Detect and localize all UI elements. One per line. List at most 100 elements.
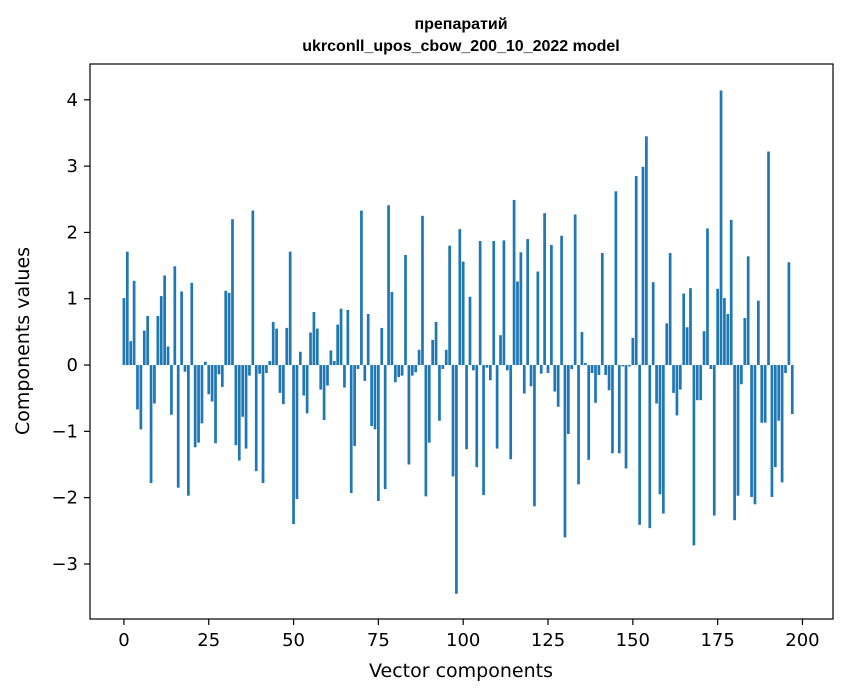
bar bbox=[784, 365, 787, 373]
bar bbox=[298, 351, 302, 366]
bar bbox=[295, 365, 299, 499]
bar bbox=[563, 365, 567, 538]
x-tick-label: 200 bbox=[785, 630, 819, 651]
bar bbox=[336, 324, 340, 366]
bar bbox=[505, 365, 509, 371]
bar bbox=[611, 365, 614, 454]
bar bbox=[475, 365, 479, 468]
bar bbox=[492, 241, 496, 366]
bar bbox=[292, 365, 295, 525]
bar bbox=[455, 365, 458, 594]
bar bbox=[757, 300, 760, 366]
bar bbox=[662, 365, 665, 514]
y-tick-label: 0 bbox=[67, 355, 78, 376]
bar bbox=[702, 331, 706, 366]
bar bbox=[478, 241, 482, 366]
bar bbox=[305, 365, 309, 414]
bar bbox=[363, 365, 367, 381]
bar bbox=[407, 365, 411, 465]
bar bbox=[448, 245, 451, 366]
bar bbox=[214, 365, 217, 444]
bar bbox=[282, 365, 285, 405]
bar bbox=[136, 365, 139, 410]
bar bbox=[780, 365, 784, 483]
bar bbox=[302, 365, 306, 396]
bar bbox=[427, 365, 431, 443]
bar bbox=[458, 229, 462, 366]
bar bbox=[740, 365, 743, 385]
x-tick-label: 75 bbox=[367, 630, 390, 651]
bar bbox=[536, 271, 540, 366]
x-axis-label: Vector components bbox=[369, 660, 553, 682]
y-tick-label: −3 bbox=[51, 554, 78, 575]
bar bbox=[495, 365, 499, 449]
bar bbox=[712, 365, 716, 516]
y-tick-label: 1 bbox=[67, 289, 78, 310]
bars-group bbox=[122, 90, 794, 594]
bar bbox=[560, 235, 563, 366]
bar bbox=[387, 205, 390, 366]
bar bbox=[414, 365, 418, 373]
bar bbox=[526, 239, 530, 366]
bar bbox=[322, 365, 326, 421]
bar bbox=[570, 365, 574, 370]
y-axis-ticks: −3 −2 −1 0 1 2 3 4 bbox=[51, 90, 90, 575]
bar bbox=[692, 365, 696, 546]
bar bbox=[373, 365, 377, 430]
bar bbox=[750, 365, 753, 497]
bar bbox=[183, 365, 187, 372]
y-tick-label: −2 bbox=[51, 488, 78, 509]
bar bbox=[763, 365, 767, 423]
bar bbox=[553, 365, 557, 392]
bar bbox=[421, 215, 424, 366]
bar bbox=[743, 317, 747, 366]
bar bbox=[319, 365, 323, 390]
bar bbox=[217, 365, 221, 375]
bar bbox=[451, 365, 455, 477]
y-tick-label: −1 bbox=[51, 421, 78, 442]
bar bbox=[417, 349, 421, 366]
bar bbox=[234, 365, 238, 446]
bar bbox=[678, 365, 682, 390]
y-axis-label: Components values bbox=[12, 247, 34, 435]
bar bbox=[519, 252, 523, 366]
bar bbox=[709, 365, 713, 370]
bar bbox=[312, 311, 316, 366]
x-tick-label: 0 bbox=[118, 630, 129, 651]
bar bbox=[244, 365, 248, 449]
bar bbox=[193, 365, 197, 448]
bar bbox=[655, 365, 658, 404]
bar bbox=[567, 365, 570, 434]
bar bbox=[146, 315, 150, 366]
bar bbox=[695, 365, 699, 401]
bar bbox=[787, 262, 791, 366]
bar bbox=[132, 280, 136, 366]
bar bbox=[285, 327, 289, 366]
bar bbox=[203, 361, 207, 366]
bar bbox=[509, 365, 513, 460]
bar bbox=[356, 365, 360, 370]
bar bbox=[125, 251, 129, 366]
bar bbox=[587, 365, 591, 460]
bar bbox=[349, 365, 353, 494]
bar bbox=[533, 365, 536, 507]
chart-title: препаратий bbox=[414, 16, 507, 33]
bar bbox=[370, 365, 373, 427]
bar bbox=[248, 365, 251, 376]
bar bbox=[546, 365, 550, 373]
bar bbox=[237, 365, 241, 461]
bar bbox=[614, 191, 618, 366]
bar bbox=[393, 365, 397, 383]
bar bbox=[265, 365, 268, 373]
bar bbox=[634, 176, 638, 366]
bar bbox=[753, 365, 757, 505]
bar bbox=[699, 365, 703, 401]
bar bbox=[149, 365, 153, 484]
bar bbox=[607, 365, 611, 391]
bar bbox=[163, 275, 166, 366]
bar bbox=[736, 365, 740, 496]
bar bbox=[187, 365, 190, 496]
bar bbox=[729, 219, 733, 366]
bar bbox=[597, 365, 601, 375]
